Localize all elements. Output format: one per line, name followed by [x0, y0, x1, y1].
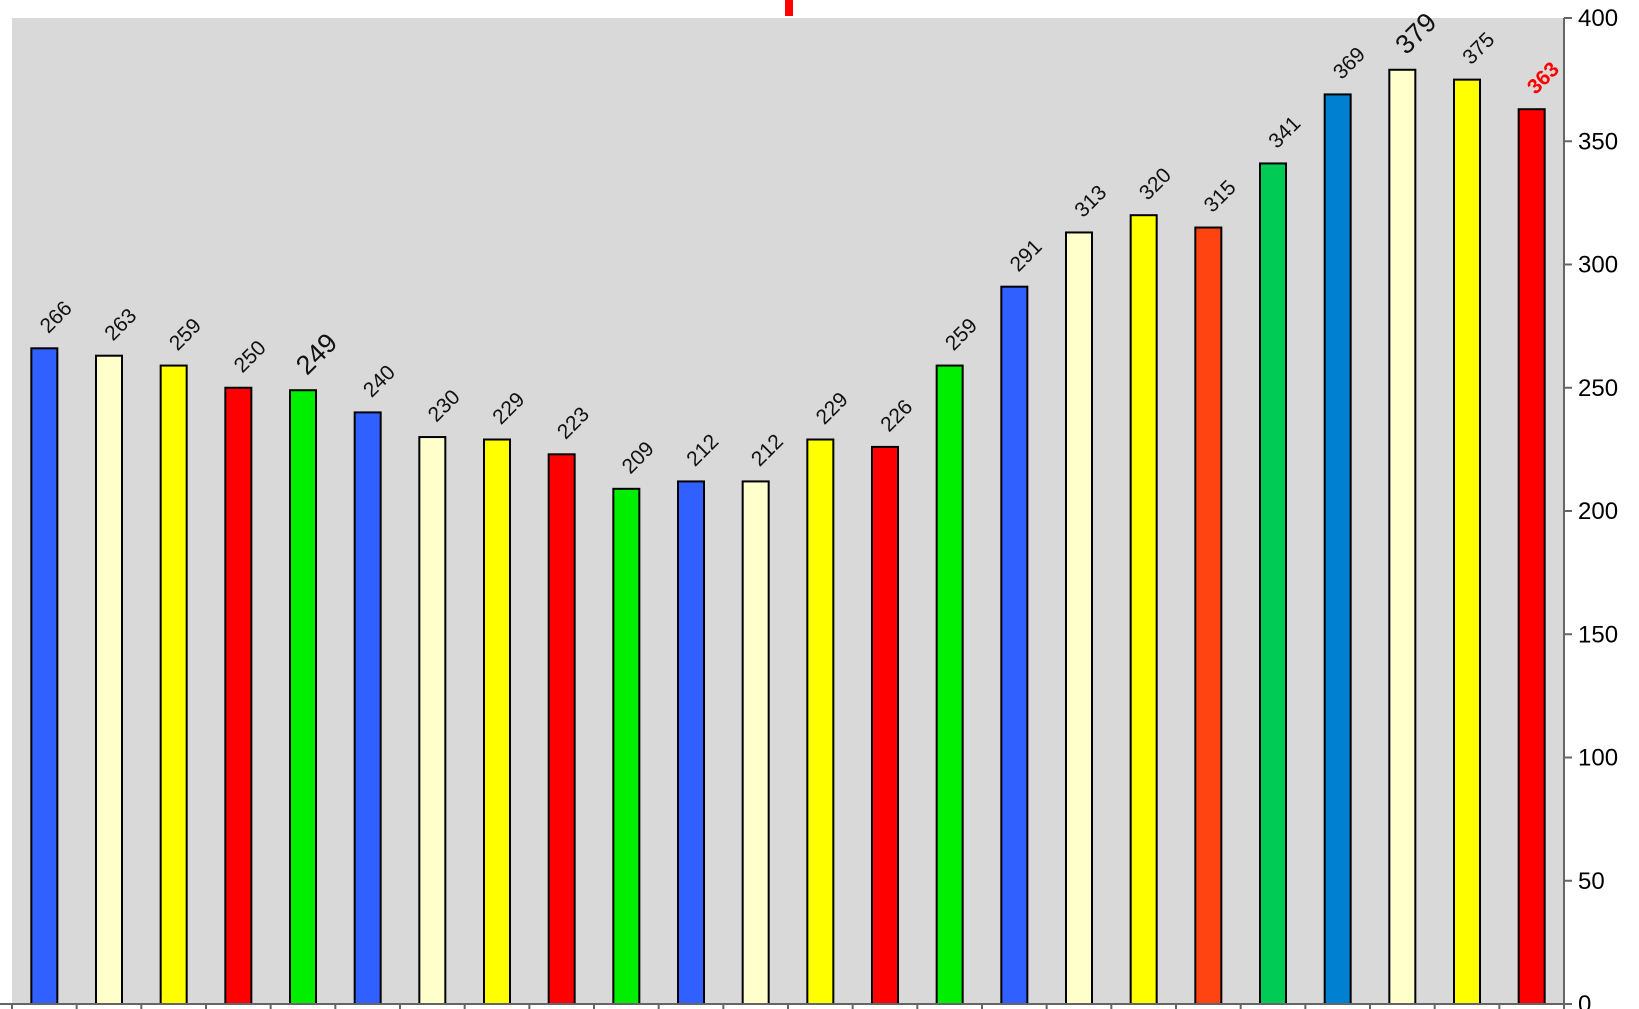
bar-7	[418, 436, 447, 1005]
bar-8	[483, 438, 511, 1005]
bar-23	[1453, 78, 1481, 1006]
y-tick-label-250: 250	[1578, 375, 1618, 402]
bar-11	[677, 480, 705, 1006]
bar-9	[547, 453, 576, 1005]
bar-14	[871, 445, 899, 1006]
plot-area	[12, 18, 1564, 1004]
y-tick-label-100: 100	[1578, 745, 1618, 772]
bar-24	[1517, 108, 1546, 1005]
y-tick-label-0: 0	[1578, 991, 1591, 1009]
top-marker	[785, 0, 793, 16]
bar-18	[1129, 214, 1158, 1005]
bar-5	[289, 389, 317, 1006]
bar-16	[1000, 285, 1029, 1005]
bar-13	[806, 438, 835, 1005]
bar-6	[353, 411, 382, 1005]
bar-17	[1065, 231, 1093, 1005]
y-tick-label-350: 350	[1578, 128, 1618, 155]
bar-22	[1388, 68, 1417, 1005]
y-tick-label-300: 300	[1578, 252, 1618, 279]
y-tick-label-50: 50	[1578, 868, 1605, 895]
bars-group	[30, 68, 1546, 1006]
bar-20	[1259, 162, 1287, 1005]
bar-4	[224, 386, 253, 1005]
bar-3	[159, 364, 188, 1005]
x-axis	[0, 1003, 1565, 1009]
bar-21	[1323, 93, 1352, 1006]
y-tick-label-400: 400	[1578, 5, 1618, 32]
y-tick-label-200: 200	[1578, 498, 1618, 525]
bar-10	[612, 487, 641, 1005]
y-axis: 0 50 100 150 200 250 300 350 400	[1563, 5, 1618, 1009]
bar-2	[95, 354, 123, 1005]
bar-19	[1194, 226, 1223, 1005]
bar-1	[30, 347, 59, 1005]
bar-12	[741, 480, 770, 1006]
y-tick-label-150: 150	[1578, 621, 1618, 648]
bar-15	[935, 364, 964, 1005]
